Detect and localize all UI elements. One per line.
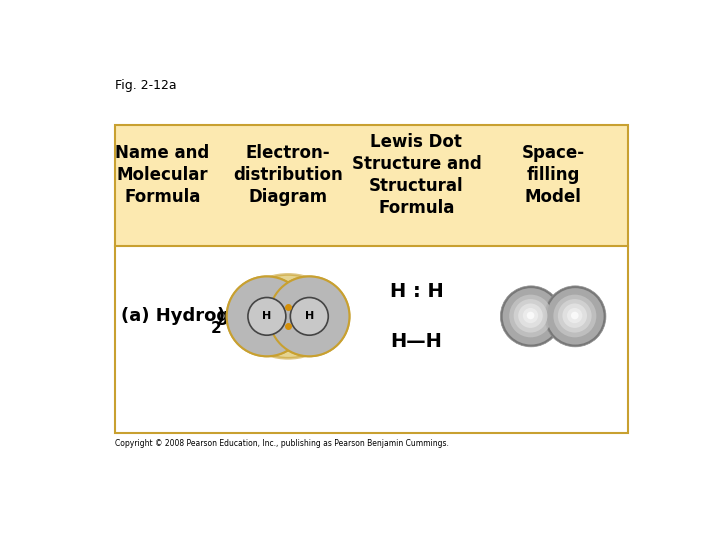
Text: Electron-
distribution
Diagram: Electron- distribution Diagram <box>233 144 343 206</box>
Ellipse shape <box>269 276 349 356</box>
Ellipse shape <box>527 312 534 319</box>
Text: H: H <box>262 312 271 321</box>
Ellipse shape <box>571 312 579 319</box>
Ellipse shape <box>227 276 307 356</box>
Text: (a) Hydrogen (H: (a) Hydrogen (H <box>121 307 283 326</box>
Ellipse shape <box>227 276 307 356</box>
Ellipse shape <box>523 308 538 323</box>
Ellipse shape <box>547 288 603 345</box>
Ellipse shape <box>562 303 587 328</box>
Text: H : H: H : H <box>390 282 444 301</box>
Bar <box>115 125 629 246</box>
Text: H—H: H—H <box>390 332 442 351</box>
Ellipse shape <box>544 286 606 347</box>
Ellipse shape <box>513 299 547 333</box>
Text: 2: 2 <box>211 321 222 335</box>
Text: Name and
Molecular
Formula: Name and Molecular Formula <box>115 144 210 206</box>
Text: H: H <box>305 312 314 321</box>
Ellipse shape <box>500 286 562 347</box>
Ellipse shape <box>567 308 582 323</box>
Ellipse shape <box>290 298 328 335</box>
Bar <box>115 246 629 433</box>
Ellipse shape <box>269 276 349 356</box>
Ellipse shape <box>558 299 592 333</box>
Text: Lewis Dot
Structure and
Structural
Formula: Lewis Dot Structure and Structural Formu… <box>351 133 481 217</box>
Ellipse shape <box>236 274 340 358</box>
Bar <box>115 125 629 433</box>
Text: Fig. 2-12a: Fig. 2-12a <box>115 79 176 92</box>
Ellipse shape <box>554 295 596 338</box>
Ellipse shape <box>248 298 286 335</box>
Text: Space-
filling
Model: Space- filling Model <box>521 144 585 206</box>
Text: ): ) <box>217 307 225 326</box>
Ellipse shape <box>509 295 552 338</box>
Ellipse shape <box>518 303 543 328</box>
Text: Copyright © 2008 Pearson Education, Inc., publishing as Pearson Benjamin Cumming: Copyright © 2008 Pearson Education, Inc.… <box>115 439 449 448</box>
Ellipse shape <box>503 288 559 345</box>
